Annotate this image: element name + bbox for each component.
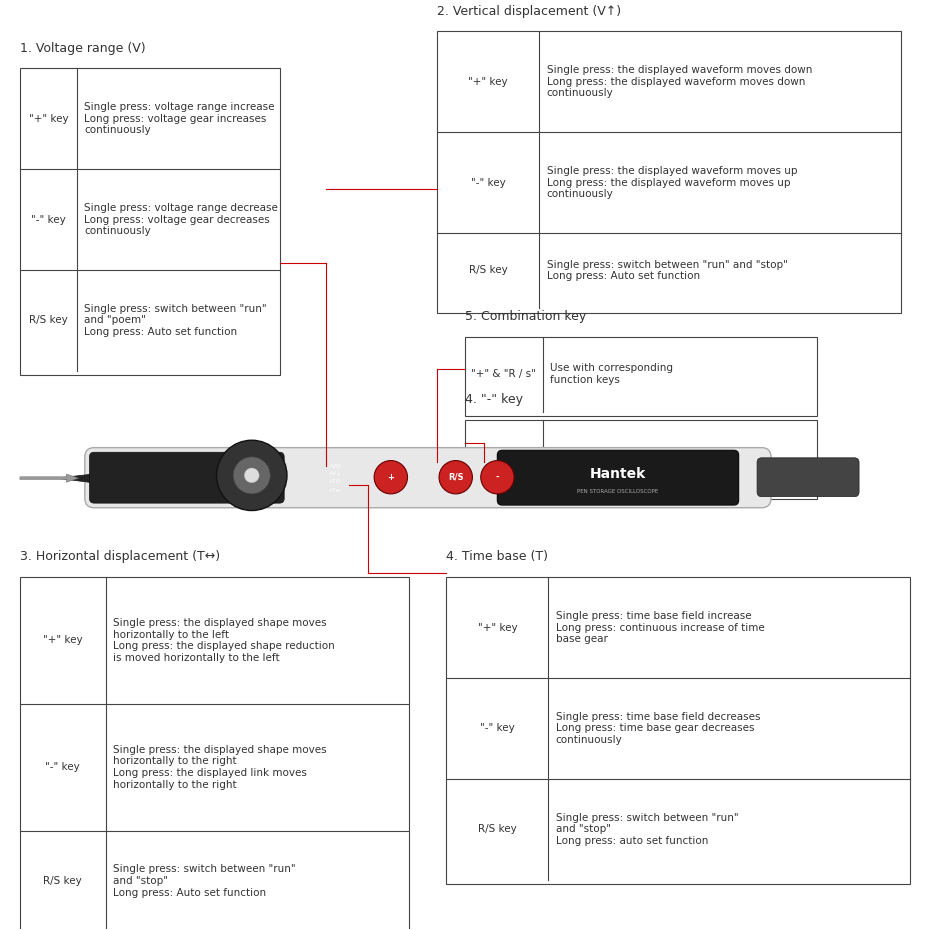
Text: -: - (496, 472, 499, 482)
Text: PEN STORAGE OSCILLOSCOPE: PEN STORAGE OSCILLOSCOPE (578, 488, 658, 494)
Text: "+" key: "+" key (43, 635, 83, 645)
Text: •Vʘ: •Vʘ (327, 464, 340, 469)
Bar (20, 69, 280, 376)
Text: "+" key: "+" key (478, 622, 517, 632)
Text: Single press: the displayed waveform moves up
Long press: the displayed waveform: Single press: the displayed waveform mov… (547, 166, 797, 199)
Circle shape (374, 460, 407, 494)
Text: "-" key: "-" key (31, 215, 66, 225)
Text: Single press: the displayed shape moves
horizontally to the left
Long press: the: Single press: the displayed shape moves … (113, 618, 335, 663)
Text: R/S key: R/S key (478, 824, 517, 834)
Text: "+" key: "+" key (29, 113, 68, 124)
Text: Single press: time base field increase
Long press: continuous increase of time
b: Single press: time base field increase L… (556, 611, 764, 644)
FancyArrow shape (20, 474, 79, 483)
Polygon shape (57, 471, 122, 486)
Text: Single press: switch between "run"
and "stop"
Long press: auto set function: Single press: switch between "run" and "… (556, 813, 738, 845)
Text: 2. Vertical displacement (V↑): 2. Vertical displacement (V↑) (437, 5, 621, 18)
Text: "-" key: "-" key (471, 178, 506, 188)
Text: Single press: the displayed shape moves
horizontally to the right
Long press: th: Single press: the displayed shape moves … (113, 745, 326, 790)
Text: Single press: time base field decreases
Long press: time base gear decreases
con: Single press: time base field decreases … (556, 711, 761, 745)
Text: 5. Combination key: 5. Combination key (465, 310, 586, 323)
FancyBboxPatch shape (85, 447, 771, 508)
Bar (446, 578, 910, 884)
FancyBboxPatch shape (89, 452, 285, 503)
Circle shape (245, 468, 259, 483)
Text: Use with corresponding
function keys: Use with corresponding function keys (550, 364, 673, 385)
FancyBboxPatch shape (498, 450, 738, 505)
Text: "-" key: "-" key (46, 763, 80, 772)
Text: Single press: switch between "run"
and "stop"
Long press: Auto set function: Single press: switch between "run" and "… (113, 864, 296, 897)
Bar (437, 32, 901, 312)
Text: R/S key: R/S key (469, 265, 508, 275)
Text: Single press: switch between "run"
and "poem"
Long press: Auto set function: Single press: switch between "run" and "… (85, 304, 267, 337)
FancyBboxPatch shape (757, 458, 859, 497)
Text: Single press: voltage range decrease
Long press: voltage gear decreases
continuo: Single press: voltage range decrease Lon… (85, 203, 278, 236)
Circle shape (481, 460, 514, 494)
Text: "-" key: "-" key (486, 452, 521, 462)
Text: Single press: voltage range increase
Long press: voltage gear increases
continuo: Single press: voltage range increase Lon… (85, 102, 275, 136)
Circle shape (439, 460, 472, 494)
Bar (20, 578, 409, 930)
Text: Hantek: Hantek (590, 467, 646, 481)
Text: Single press: the displayed waveform moves down
Long press: the displayed wavefo: Single press: the displayed waveform mov… (547, 65, 812, 99)
Bar (465, 337, 817, 417)
Text: +: + (387, 472, 394, 482)
Text: R/S key: R/S key (29, 315, 68, 326)
Text: •V↓: •V↓ (327, 471, 341, 476)
Text: •T↔: •T↔ (327, 487, 340, 493)
Text: Single press: switch between "run" and "stop"
Long press: Auto set function: Single press: switch between "run" and "… (547, 259, 788, 281)
Text: •Tʘ: •Tʘ (327, 479, 340, 485)
Text: R/S: R/S (448, 472, 463, 482)
Text: 4. Time base (T): 4. Time base (T) (446, 551, 549, 564)
Text: 1. Voltage range (V): 1. Voltage range (V) (20, 42, 146, 55)
Text: 4. "-" key: 4. "-" key (465, 393, 523, 406)
Text: Use with corresponding
function keys: Use with corresponding function keys (550, 446, 673, 468)
Bar (465, 419, 817, 499)
Circle shape (217, 440, 287, 511)
Text: "+" & "R / s": "+" & "R / s" (472, 369, 537, 379)
Text: "-" key: "-" key (480, 724, 515, 734)
Text: "+" key: "+" key (469, 77, 508, 86)
Circle shape (233, 457, 271, 494)
Text: 3. Horizontal displacement (T↔): 3. Horizontal displacement (T↔) (20, 551, 220, 564)
Text: R/S key: R/S key (44, 876, 82, 886)
